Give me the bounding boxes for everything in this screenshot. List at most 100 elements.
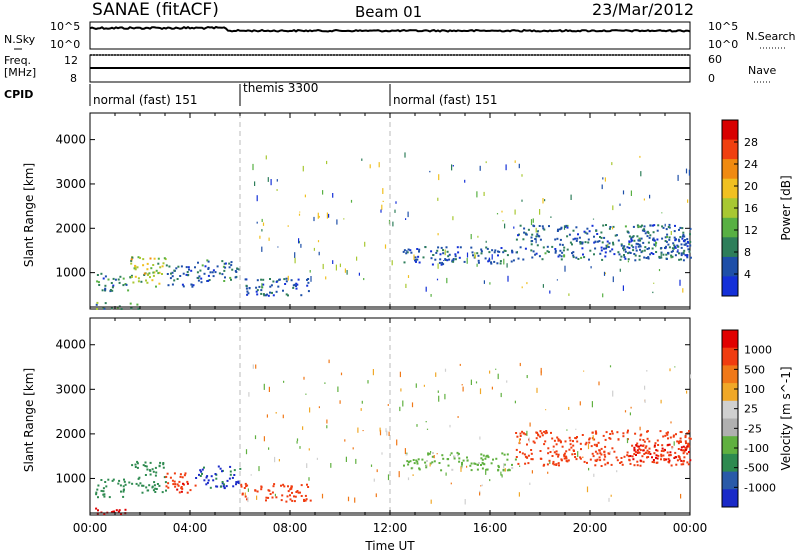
data-cell [604,438,607,441]
data-cell [293,500,296,503]
data-cell [620,255,623,258]
data-streak [382,200,384,202]
data-cell [563,254,566,257]
data-cell [149,469,152,472]
data-cell [162,262,165,265]
data-cell [130,274,133,277]
data-cell [581,247,584,250]
data-cell [684,239,687,241]
data-cell [603,453,606,456]
data-cell [237,480,240,483]
data-cell [569,443,572,446]
data-cell [648,440,651,443]
data-cell [637,451,640,454]
data-cell [503,463,506,466]
data-cell [300,294,303,297]
data-streak [332,193,334,198]
data-cell [179,475,182,478]
data-cell [228,477,231,480]
data-cell [611,248,614,251]
data-streak [604,272,606,275]
data-cell [488,251,491,254]
data-streak [275,412,277,414]
data-cell [617,239,620,242]
data-cell [180,486,183,488]
data-cell [506,453,509,456]
data-cell [281,494,284,497]
data-streak [457,416,459,418]
data-cell [669,436,672,439]
data-cell [200,470,203,473]
data-cell [601,241,604,244]
data-cell [480,457,483,460]
data-cell [439,253,442,256]
data-cell [634,432,637,435]
data-cell [530,452,533,455]
data-cell [647,232,650,234]
data-cell [553,451,556,454]
data-cell [497,464,500,467]
data-cell [96,301,99,304]
data-streak [619,268,621,272]
data-cell [639,245,642,248]
data-streak [385,428,387,433]
colorbar-tick-label: 16 [744,202,758,215]
data-cell [604,255,607,258]
data-streak [268,237,270,241]
data-streak [539,209,541,215]
data-cell [198,473,200,476]
data-cell [640,237,643,240]
data-cell [478,462,480,464]
data-cell [466,456,468,459]
data-streak [268,447,270,450]
data-cell [657,454,660,457]
data-cell [503,249,506,252]
data-streak [445,472,447,476]
data-cell [206,259,209,262]
data-cell [667,243,670,246]
data-cell [186,482,189,485]
data-cell [515,432,518,434]
data-cell [665,240,668,243]
data-cell [145,486,148,489]
data-cell [551,437,554,440]
data-cell [579,442,582,445]
data-cell [122,485,125,488]
data-cell [486,468,489,471]
data-cell [516,435,519,438]
data-cell [683,235,686,238]
data-cell [445,246,448,249]
data-cell [620,244,623,247]
data-cell [565,450,568,453]
data-cell [611,447,614,450]
data-cell [616,459,619,462]
data-cell [684,434,687,437]
data-cell [176,278,179,280]
data-streak [322,190,324,195]
data-cell [162,463,165,466]
data-cell [186,491,189,494]
data-cell [229,465,232,468]
data-cell [201,468,204,471]
data-streak [429,170,431,173]
data-cell [472,254,474,257]
data-cell [665,228,668,231]
data-cell [650,252,653,254]
data-streak [500,392,502,398]
data-cell [267,496,270,499]
data-cell [653,243,656,246]
data-cell [163,476,166,479]
data-streak [308,477,310,481]
data-streak [384,244,387,249]
data-cell [238,268,241,271]
data-cell [203,466,205,469]
data-cell [652,253,655,255]
data-cell [534,238,537,240]
data-cell [653,461,656,464]
data-cell [482,462,485,465]
data-cell [120,490,122,493]
data-cell [646,449,649,452]
data-streak [496,213,499,215]
data-cell [447,255,450,258]
data-cell [290,487,293,490]
